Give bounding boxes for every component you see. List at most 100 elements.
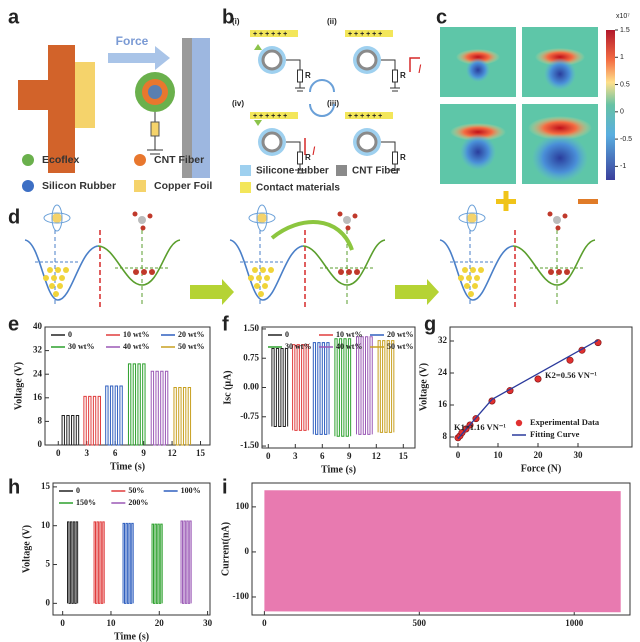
- x-tick-label: 0: [266, 451, 271, 461]
- x-tick-label: 0: [56, 448, 61, 458]
- legend-label: 10 wt%: [336, 330, 362, 339]
- legend-label: 20 wt%: [178, 330, 204, 339]
- legend-label: 50%: [128, 486, 144, 495]
- x-tick-label: 10: [106, 618, 116, 628]
- legend-label: 100%: [181, 486, 201, 495]
- x-tick-label: 12: [168, 448, 178, 458]
- y-tick-label: 24: [33, 368, 43, 378]
- colorbar-tick-label: -0.5: [620, 136, 632, 143]
- legend-label: 0: [285, 330, 289, 339]
- resistor-label: R: [305, 153, 311, 162]
- current-label: I: [312, 144, 316, 158]
- x-tick-label: 9: [141, 448, 146, 458]
- y-tick-label: 100: [236, 501, 250, 511]
- legend-label: 50 wt%: [178, 342, 204, 351]
- plot-frame: [449, 326, 633, 448]
- series-line: [83, 395, 101, 446]
- x-tick-label: 12: [372, 451, 382, 461]
- chart: 0 8 16 24 32 40 0 3 6 9 12 15 Time (s) Voltage (V) 0 10…: [13, 321, 211, 472]
- legend-label: Experimental Data: [530, 417, 600, 427]
- annotation: K2=0.56 VN⁻¹: [545, 370, 597, 380]
- y-axis-label: Voltage (V): [21, 525, 32, 573]
- legend-label: 20 wt%: [387, 330, 413, 339]
- chart: 8 16 24 32 0 10 20 30 Force (N) Voltage (V) Experi…: [418, 326, 633, 474]
- legend-label: 40 wt%: [123, 342, 149, 351]
- series-line: [271, 347, 289, 428]
- legend-label: Ecoflex: [42, 154, 80, 166]
- series-line: [93, 521, 105, 604]
- resistor-label: R: [400, 153, 406, 162]
- colorbar-tick-label: 0.5: [620, 81, 630, 88]
- x-tick-label: 20: [534, 450, 544, 460]
- series-line: [150, 370, 169, 446]
- series-line: [292, 344, 309, 431]
- y-tick-label: 1.50: [243, 323, 259, 333]
- x-tick-label: 500: [413, 618, 427, 628]
- panel-label: i: [222, 476, 228, 498]
- current-label: I: [418, 62, 422, 76]
- x-tick-label: 0: [262, 618, 267, 628]
- colorbar-tick-label: 1: [620, 54, 624, 61]
- plot-frame: [251, 482, 631, 616]
- legend-label: CNT Fiber: [154, 154, 204, 166]
- y-tick-label: 0: [245, 546, 250, 556]
- panel-label: d: [8, 206, 20, 228]
- y-tick-label: 16: [438, 399, 448, 409]
- plot-frame: [44, 326, 211, 446]
- y-tick-label: -0.75: [240, 411, 259, 421]
- state-label: (iv): [232, 99, 244, 108]
- colorbar-tick-label: 0: [620, 109, 624, 116]
- y-tick-label: 0: [46, 597, 51, 607]
- y-axis-label: Voltage (V): [418, 363, 429, 411]
- panel-label: h: [8, 476, 20, 498]
- legend-label: 30 wt%: [68, 342, 94, 351]
- arrow-label: Force: [116, 34, 149, 48]
- chart: -1.50 -0.75 0.00 0.75 1.50 0 3 6 9 12 15 Time (s) Is…: [222, 323, 416, 475]
- y-axis-label: Isc (μA): [222, 370, 233, 404]
- y-tick-label: 40: [33, 321, 43, 331]
- legend-label: 150%: [76, 498, 96, 507]
- resistor-label: R: [305, 71, 311, 80]
- y-tick-label: 32: [33, 345, 43, 355]
- x-tick-label: 10: [494, 450, 504, 460]
- series-line: [173, 386, 192, 446]
- x-tick-label: 15: [399, 451, 409, 461]
- signal-band: [264, 490, 621, 613]
- y-tick-label: 24: [438, 367, 448, 377]
- y-tick-label: 0: [38, 439, 43, 449]
- charges: + + + + + +: [253, 31, 287, 38]
- y-tick-label: 5: [46, 559, 51, 569]
- legend-label: Silicon Rubber: [42, 180, 116, 192]
- series-line: [66, 521, 79, 604]
- panel-label: c: [436, 6, 447, 28]
- series-line: [151, 523, 163, 604]
- series-line: [127, 363, 146, 446]
- panel-b: (i) (ii) (iii) (iv) + + + + + + + + + + …: [232, 17, 422, 194]
- series-line: [312, 342, 330, 435]
- panel-label: f: [222, 313, 229, 335]
- y-tick-label: 0.75: [243, 352, 259, 362]
- annotation: K1=1.16 VN⁻¹: [454, 422, 506, 432]
- x-axis-label: Time (s): [110, 461, 145, 472]
- chart: 0 5 10 15 0 10 20 30 Time (s) Voltage (V) 0 50% 100%…: [21, 481, 212, 642]
- x-tick-label: 6: [320, 451, 325, 461]
- charges: + + + + + +: [348, 31, 382, 38]
- legend-label: 40 wt%: [336, 342, 362, 351]
- y-axis-label: Voltage (V): [13, 362, 24, 410]
- series-line: [377, 340, 395, 433]
- x-tick-label: 30: [574, 450, 584, 460]
- series-line: [180, 520, 192, 604]
- y-tick-label: -1.50: [240, 440, 259, 450]
- series-line: [356, 336, 373, 435]
- y-tick-label: 0.00: [243, 382, 259, 392]
- y-tick-label: -100: [233, 591, 250, 601]
- series-line: [334, 338, 352, 437]
- y-tick-label: 15: [41, 481, 51, 491]
- legend-label: Copper Foil: [154, 180, 212, 192]
- legend-label: 0: [68, 330, 72, 339]
- state-label: (iii): [327, 99, 339, 108]
- x-tick-label: 20: [155, 618, 165, 628]
- panel-d: [24, 191, 598, 311]
